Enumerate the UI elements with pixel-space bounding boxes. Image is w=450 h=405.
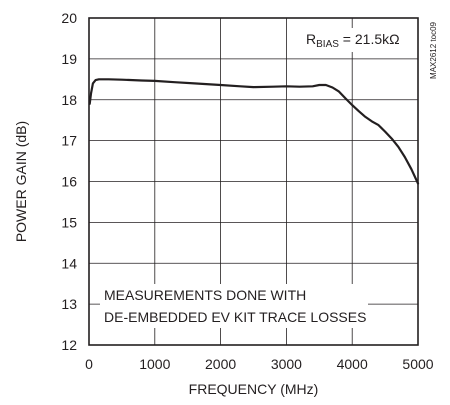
y-tick-label: 12: [61, 337, 77, 353]
note-background: [100, 284, 368, 328]
measurement-note: MEASUREMENTS DONE WITH DE-EMBEDDED EV KI…: [100, 284, 368, 328]
bias-label-background: [302, 28, 414, 52]
bias-label-text: RBIAS = 21.5kΩ: [306, 31, 400, 50]
x-tick-label: 0: [85, 356, 93, 372]
bias-label-suffix: = 21.5kΩ: [339, 31, 400, 47]
y-tick-label: 20: [61, 10, 77, 26]
figure-id-label: MAX2612 toc09: [429, 21, 438, 78]
x-tick-label: 5000: [402, 356, 433, 372]
bias-label-subscript: BIAS: [316, 39, 339, 50]
x-tick-labels: 0 1000 2000 3000 4000 5000: [85, 356, 434, 372]
note-line-1: MEASUREMENTS DONE WITH: [104, 287, 306, 303]
x-tick-label: 4000: [337, 356, 368, 372]
x-tick-label: 3000: [271, 356, 302, 372]
y-tick-label: 15: [61, 214, 77, 230]
bias-label-prefix: R: [306, 31, 316, 47]
note-line-2: DE-EMBEDDED EV KIT TRACE LOSSES: [104, 309, 366, 325]
bias-label: RBIAS = 21.5kΩ: [302, 28, 414, 52]
y-tick-label: 19: [61, 51, 77, 67]
y-tick-label: 14: [61, 255, 77, 271]
x-tick-label: 1000: [139, 356, 170, 372]
plot-frame: [88, 17, 419, 346]
power-gain-line: [88, 78, 420, 185]
x-axis-label: FREQUENCY (MHz): [189, 381, 319, 397]
series-layer: [88, 78, 420, 185]
y-tick-label: 16: [61, 174, 77, 190]
y-tick-label: 13: [61, 296, 77, 312]
y-tick-label: 17: [61, 133, 77, 149]
x-tick-label: 2000: [205, 356, 236, 372]
y-tick-labels: 12 13 14 15 16 17 18 19 20: [61, 10, 77, 353]
y-axis-label: POWER GAIN (dB): [13, 121, 29, 242]
y-tick-label: 18: [61, 92, 77, 108]
